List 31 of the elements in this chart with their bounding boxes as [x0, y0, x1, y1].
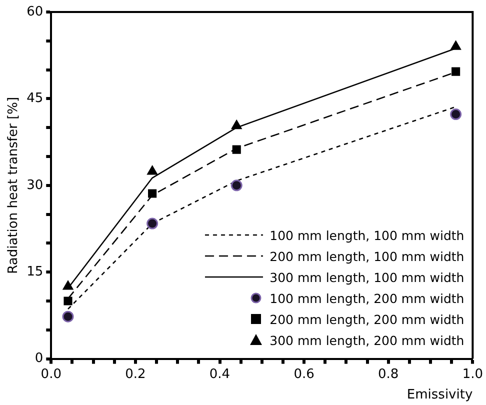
point: [450, 108, 462, 120]
point: [62, 310, 74, 322]
point: [450, 40, 461, 50]
point: [452, 67, 460, 76]
y-axis-title: Radiation heat transfer [%]: [6, 96, 22, 274]
legend-label: 200 mm length, 200 mm width: [270, 312, 464, 327]
legend-label: 100 mm length, 200 mm width: [270, 290, 464, 306]
point: [147, 166, 158, 175]
point: [62, 280, 74, 290]
x-axis-title: Emissivity: [406, 388, 473, 403]
legend-label: 300 mm length, 200 mm width: [270, 332, 464, 348]
x-tick-label: 1.0: [462, 366, 484, 382]
y-tick-label: 30: [26, 178, 44, 193]
x-tick-label: 0.0: [40, 366, 62, 382]
legend-label: 300 mm length, 100 mm width: [270, 270, 464, 285]
point: [232, 120, 242, 130]
y-tick-label: 60: [26, 4, 44, 20]
x-tick-label: 0.8: [378, 366, 399, 382]
point: [146, 218, 158, 230]
y-tick-label: 15: [26, 264, 44, 280]
point: [148, 189, 157, 198]
x-tick-label: 0.4: [209, 366, 230, 382]
point: [230, 180, 242, 192]
point: [232, 145, 241, 154]
x-tick-label: 0.6: [294, 366, 314, 382]
x-tick-label: 0.2: [125, 366, 146, 382]
legend-label: 100 mm length, 100 mm width: [270, 228, 464, 243]
y-tick-label: 45: [26, 91, 44, 106]
legend-label: 200 mm length, 100 mm width: [270, 248, 464, 264]
point: [64, 296, 72, 306]
y-tick-label: 0: [34, 351, 44, 366]
